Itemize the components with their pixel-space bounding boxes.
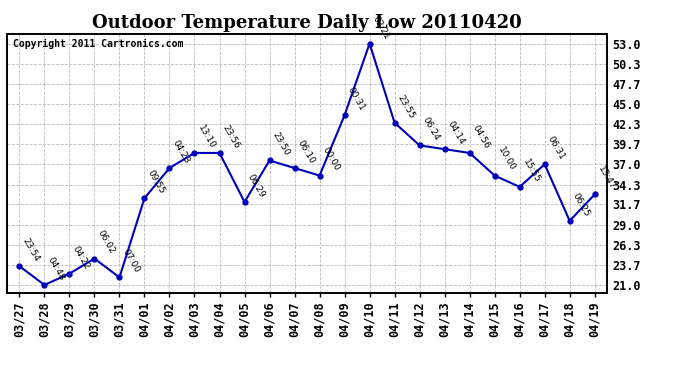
Title: Outdoor Temperature Daily Low 20110420: Outdoor Temperature Daily Low 20110420 xyxy=(92,14,522,32)
Text: 02:21: 02:21 xyxy=(371,14,392,41)
Text: 13:47: 13:47 xyxy=(596,165,617,192)
Text: 06:10: 06:10 xyxy=(296,138,317,165)
Text: 23:56: 23:56 xyxy=(221,123,242,150)
Text: 07:00: 07:00 xyxy=(121,248,141,274)
Text: 04:48: 04:48 xyxy=(46,255,66,282)
Text: 04:23: 04:23 xyxy=(171,138,192,165)
Text: 15:55: 15:55 xyxy=(521,157,542,184)
Text: 00:00: 00:00 xyxy=(321,146,342,173)
Text: 00:31: 00:31 xyxy=(346,86,366,112)
Text: 06:29: 06:29 xyxy=(246,172,266,199)
Text: 10:00: 10:00 xyxy=(496,146,517,173)
Text: 06:25: 06:25 xyxy=(571,191,592,218)
Text: 23:54: 23:54 xyxy=(21,237,41,263)
Text: Copyright 2011 Cartronics.com: Copyright 2011 Cartronics.com xyxy=(13,39,184,49)
Text: 04:14: 04:14 xyxy=(446,120,466,146)
Text: 06:31: 06:31 xyxy=(546,135,566,162)
Text: 13:10: 13:10 xyxy=(196,123,217,150)
Text: 04:22: 04:22 xyxy=(71,244,91,271)
Text: 09:55: 09:55 xyxy=(146,168,166,195)
Text: 04:56: 04:56 xyxy=(471,123,492,150)
Text: 23:50: 23:50 xyxy=(271,131,292,158)
Text: 06:24: 06:24 xyxy=(421,116,442,142)
Text: 23:55: 23:55 xyxy=(396,93,417,120)
Text: 06:02: 06:02 xyxy=(96,229,117,256)
